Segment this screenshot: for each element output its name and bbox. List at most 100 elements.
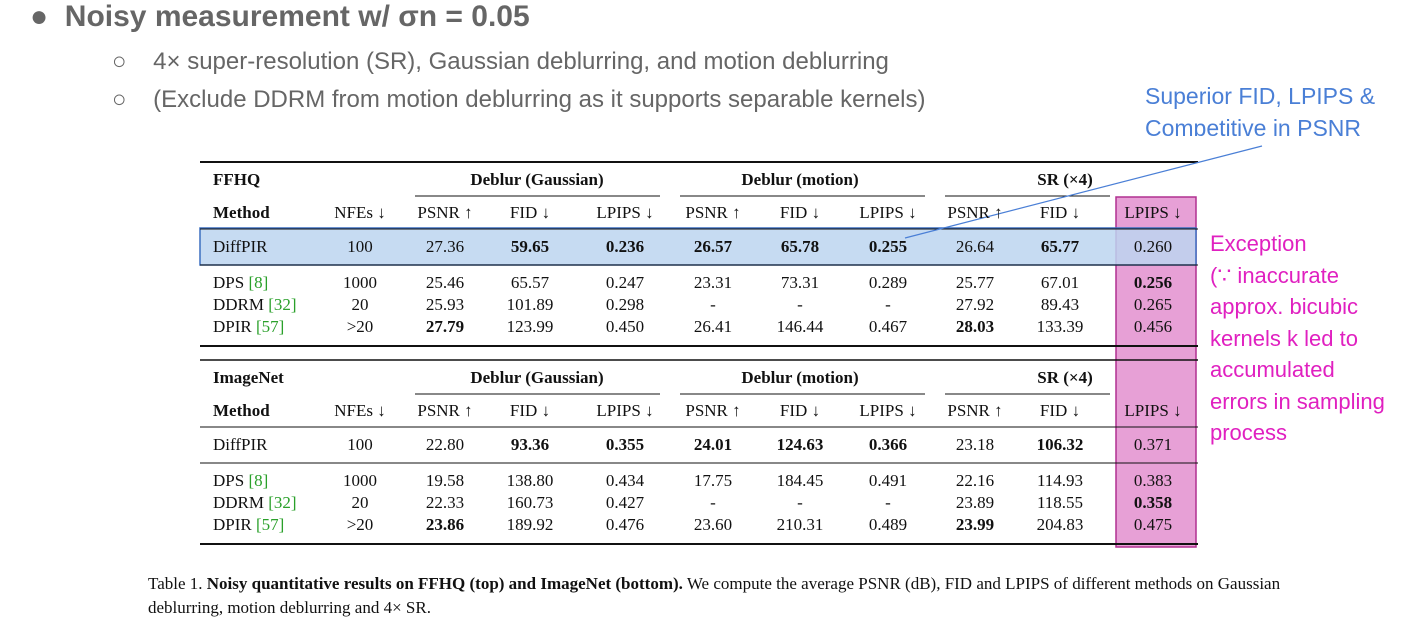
dataset-name: ImageNet <box>213 368 284 387</box>
sub-bullet-text: (Exclude DDRM from motion deblurring as … <box>153 86 926 113</box>
method-cell: DDRM [32] <box>213 493 297 513</box>
value-cell: 22.80 <box>425 435 465 454</box>
column-header: FID ↓ <box>509 401 551 420</box>
caption: Table 1. Noisy quantitative results on F… <box>148 572 1288 620</box>
value-cell: 20 <box>351 295 369 314</box>
note-line: Superior FID, LPIPS & <box>1145 83 1376 109</box>
group-header: SR (×4) <box>1037 170 1093 189</box>
value-cell: 118.55 <box>1036 493 1084 512</box>
method-cell: DiffPIR <box>213 237 267 257</box>
main-bullet: ● Noisy measurement w/ σn = 0.05 <box>30 0 530 33</box>
sub-bullet: ○ (Exclude DDRM from motion deblurring a… <box>112 86 926 113</box>
value-cell: 0.450 <box>605 317 645 336</box>
column-header: PSNR ↑ <box>417 401 473 420</box>
value-cell: 20 <box>351 493 369 512</box>
value-cell: 0.489 <box>868 515 908 534</box>
note-line: errors in sampling <box>1210 388 1385 414</box>
value-cell: 0.366 <box>868 435 908 454</box>
column-header: Method <box>213 203 270 222</box>
column-header: LPIPS ↓ <box>859 203 917 222</box>
caption-label: Table 1. <box>148 574 203 593</box>
reference: [32] <box>268 493 297 512</box>
value-cell: 114.93 <box>1036 471 1084 490</box>
note-line: Exception <box>1210 231 1307 256</box>
value-cell: - <box>885 295 891 314</box>
value-cell: 22.16 <box>955 471 995 490</box>
value-cell: 189.92 <box>506 515 554 534</box>
method-cell: DPIR [57] <box>213 515 284 535</box>
column-header: FID ↓ <box>779 203 821 222</box>
method-cell: DPS [8] <box>213 273 268 293</box>
reference: [32] <box>268 295 297 314</box>
value-cell: 65.78 <box>780 237 820 256</box>
value-cell: 100 <box>347 435 373 454</box>
value-cell: - <box>797 493 803 512</box>
value-cell: 25.46 <box>425 273 465 292</box>
method-cell: DPIR [57] <box>213 317 284 337</box>
value-cell: 65.77 <box>1040 237 1080 256</box>
value-cell: 101.89 <box>506 295 554 314</box>
table-figure <box>110 136 1297 622</box>
value-cell: 138.80 <box>506 471 554 490</box>
method-name: DiffPIR <box>213 237 268 256</box>
value-cell: 25.93 <box>425 295 465 314</box>
value-cell: 23.18 <box>955 435 995 454</box>
value-cell: 23.86 <box>425 515 465 534</box>
note-line: (∵ inaccurate <box>1210 262 1339 288</box>
value-cell: 0.260 <box>1133 237 1173 256</box>
group-header: Deblur (motion) <box>741 368 859 387</box>
value-cell: - <box>797 295 803 314</box>
value-cell: 67.01 <box>1040 273 1080 292</box>
method-name: DPIR <box>213 317 252 336</box>
group-header: Deblur (motion) <box>741 170 859 189</box>
value-cell: 23.60 <box>693 515 733 534</box>
value-cell: >20 <box>346 515 374 534</box>
value-cell: - <box>710 493 716 512</box>
column-header: LPIPS ↓ <box>1124 401 1182 420</box>
value-cell: 19.58 <box>425 471 465 490</box>
value-cell: 184.45 <box>776 471 824 490</box>
value-cell: 89.43 <box>1040 295 1080 314</box>
column-header: PSNR ↑ <box>685 401 741 420</box>
caption-text: We compute the average PSNR (dB), FID an… <box>148 574 1281 617</box>
value-cell: 25.77 <box>955 273 995 292</box>
method-cell: DPS [8] <box>213 471 268 491</box>
value-cell: 93.36 <box>510 435 550 454</box>
value-cell: 27.92 <box>955 295 995 314</box>
value-cell: - <box>710 295 716 314</box>
value-cell: 26.64 <box>955 237 995 256</box>
value-cell: 28.03 <box>955 317 995 336</box>
column-header: PSNR ↑ <box>417 203 473 222</box>
column-header: LPIPS ↓ <box>596 203 654 222</box>
reference: [57] <box>255 317 285 336</box>
value-cell: 0.371 <box>1133 435 1173 454</box>
value-cell: 1000 <box>343 273 377 292</box>
method-cell: DiffPIR <box>213 435 267 455</box>
column-header: LPIPS ↓ <box>596 401 654 420</box>
main-bullet-text: Noisy measurement w/ σn = 0.05 <box>64 0 530 33</box>
method-name: DPS <box>213 471 245 490</box>
method-name: DDRM <box>213 295 265 314</box>
value-cell: 0.298 <box>605 295 645 314</box>
reference: [8] <box>248 471 269 490</box>
value-cell: 24.01 <box>693 435 733 454</box>
value-cell: 133.39 <box>1036 317 1084 336</box>
annotation-pointer <box>904 145 1263 239</box>
caption-bold: Noisy quantitative results on FFHQ (top)… <box>206 574 683 593</box>
value-cell: 1000 <box>343 471 377 490</box>
value-cell: 0.476 <box>605 515 645 534</box>
value-cell: 0.427 <box>605 493 645 512</box>
value-cell: 0.255 <box>868 237 908 256</box>
value-cell: 210.31 <box>776 515 824 534</box>
group-header: SR (×4) <box>1037 368 1093 387</box>
column-header: FID ↓ <box>509 203 551 222</box>
value-cell: 26.57 <box>693 237 733 256</box>
value-cell: 23.31 <box>693 273 733 292</box>
value-cell: 123.99 <box>506 317 554 336</box>
value-cell: 204.83 <box>1036 515 1084 534</box>
value-cell: 0.467 <box>868 317 908 336</box>
value-cell: 65.57 <box>510 273 550 292</box>
value-cell: 0.456 <box>1133 317 1173 336</box>
column-header: LPIPS ↓ <box>859 401 917 420</box>
value-cell: 106.32 <box>1036 435 1084 454</box>
